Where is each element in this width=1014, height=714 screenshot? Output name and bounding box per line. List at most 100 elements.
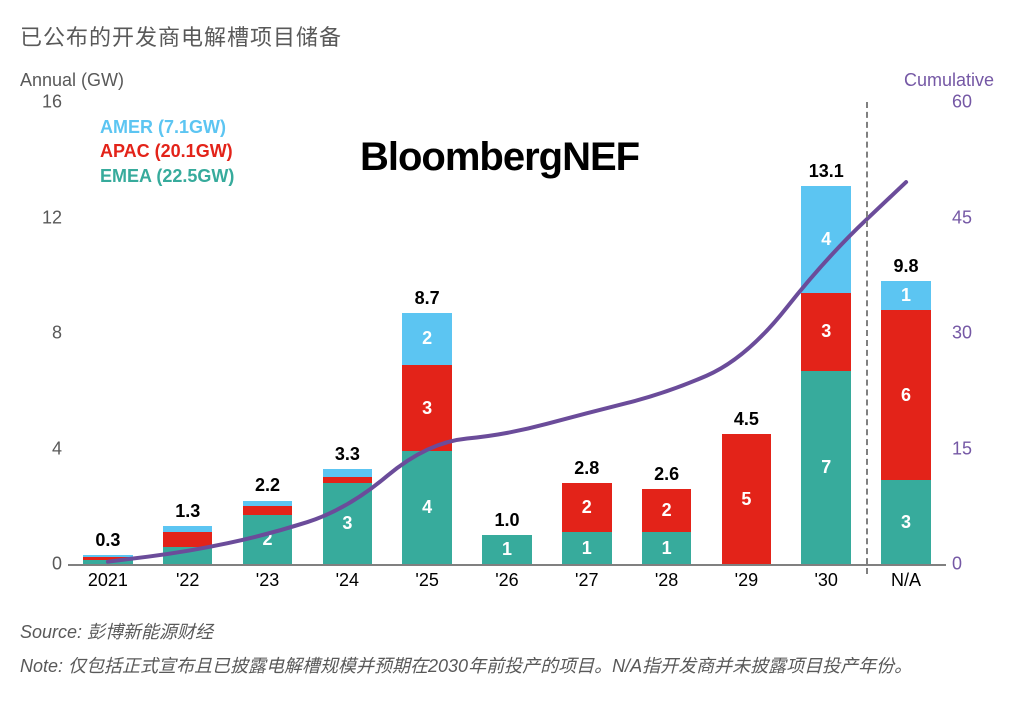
bar-stack: 361 [881, 102, 930, 564]
bar-total-label: 4.5 [707, 409, 787, 430]
x-tick-label: '28 [627, 570, 707, 591]
segment-label: 3 [801, 293, 850, 371]
chart-title: 已公布的开发商电解槽项目储备 [20, 20, 994, 52]
segment-label: 1 [562, 532, 611, 564]
bar-total-label: 0.3 [68, 530, 148, 551]
bar-segment-amer: 4 [801, 186, 850, 293]
segment-label: 2 [243, 515, 292, 564]
x-tick-label: '29 [707, 570, 787, 591]
bar-slot: 122.8'27 [547, 102, 627, 564]
bar-segment-emea: 1 [482, 535, 531, 564]
bar-segment-apac: 2 [642, 489, 691, 532]
x-tick-label: '22 [148, 570, 228, 591]
bar-stack: 3 [323, 102, 372, 564]
bar-segment-apac: 2 [562, 483, 611, 532]
segment-label: 1 [881, 281, 930, 310]
segment-label: 4 [801, 186, 850, 293]
bar-slot: 0.32021 [68, 102, 148, 564]
segment-label: 2 [562, 483, 611, 532]
bar-segment-emea [83, 560, 132, 564]
segment-label: 2 [402, 313, 451, 365]
bar-slot: 22.2'23 [228, 102, 308, 564]
bar-total-label: 8.7 [387, 288, 467, 309]
bar-total-label: 1.3 [148, 501, 228, 522]
bar-slot: 1.3'22 [148, 102, 228, 564]
bar-total-label: 2.2 [228, 475, 308, 496]
bar-segment-amer [83, 555, 132, 556]
x-tick-label: '24 [307, 570, 387, 591]
x-tick-label: '27 [547, 570, 627, 591]
segment-label: 6 [881, 310, 930, 480]
bar-slot: 73413.1'30 [786, 102, 866, 564]
segment-label: 1 [482, 535, 531, 564]
y-tick-left: 0 [28, 554, 62, 575]
bar-segment-apac [243, 506, 292, 515]
bar-stack: 432 [402, 102, 451, 564]
bar-segment-emea: 4 [402, 451, 451, 564]
bar-segment-emea: 3 [323, 483, 372, 564]
bars-container: 0.320211.3'2222.2'2333.3'244328.7'2511.0… [68, 102, 946, 564]
bar-slot: 4328.7'25 [387, 102, 467, 564]
y-tick-right: 45 [952, 207, 986, 228]
bar-segment-apac: 6 [881, 310, 930, 480]
bar-segment-emea: 1 [642, 532, 691, 564]
y-axis-left-title: Annual (GW) [20, 70, 124, 91]
plot-area: 0.320211.3'2222.2'2333.3'244328.7'2511.0… [68, 102, 946, 566]
y-tick-left: 16 [28, 92, 62, 113]
bar-segment-apac [323, 477, 372, 483]
segment-label: 5 [722, 434, 771, 564]
bar-segment-emea: 3 [881, 480, 930, 564]
bar-segment-apac: 3 [402, 365, 451, 452]
bar-total-label: 13.1 [786, 161, 866, 182]
bar-segment-apac [163, 532, 212, 546]
bar-segment-emea: 1 [562, 532, 611, 564]
y-axis-right-title: Cumulative [904, 70, 994, 91]
segment-label: 3 [881, 480, 930, 564]
bar-segment-amer: 1 [881, 281, 930, 310]
bar-stack: 12 [562, 102, 611, 564]
segment-label: 3 [323, 483, 372, 564]
bar-segment-amer [323, 469, 372, 478]
y-tick-left: 12 [28, 207, 62, 228]
bar-segment-apac [83, 557, 132, 560]
bar-segment-amer: 2 [402, 313, 451, 365]
bar-slot: 11.0'26 [467, 102, 547, 564]
y-tick-right: 0 [952, 554, 986, 575]
chart-container: Annual (GW) Cumulative AMER (7.1GW)APAC … [20, 70, 994, 600]
segment-label: 7 [801, 371, 850, 564]
y-tick-right: 30 [952, 323, 986, 344]
x-tick-label: '30 [786, 570, 866, 591]
x-tick-label: N/A [866, 570, 946, 591]
x-tick-label: '26 [467, 570, 547, 591]
bar-stack: 12 [642, 102, 691, 564]
bar-segment-apac: 5 [722, 434, 771, 564]
bar-stack: 5 [722, 102, 771, 564]
segment-label: 4 [402, 451, 451, 564]
bar-segment-emea [163, 547, 212, 564]
note-text: Note: 仅包括正式宣布且已披露电解槽规模并预期在2030年前投产的项目。N/… [20, 654, 994, 679]
bar-segment-amer [243, 501, 292, 507]
bar-segment-emea: 7 [801, 371, 850, 564]
segment-label: 2 [642, 489, 691, 532]
bar-stack: 1 [482, 102, 531, 564]
bar-total-label: 9.8 [866, 256, 946, 277]
segment-label: 3 [402, 365, 451, 452]
bar-slot: 54.5'29 [707, 102, 787, 564]
x-tick-label: '23 [228, 570, 308, 591]
source-text: Source: 彭博新能源财经 [20, 618, 994, 644]
bar-segment-amer [163, 526, 212, 532]
bar-total-label: 1.0 [467, 510, 547, 531]
page: 已公布的开发商电解槽项目储备 Annual (GW) Cumulative AM… [0, 0, 1014, 714]
bar-segment-emea: 2 [243, 515, 292, 564]
segment-label: 1 [642, 532, 691, 564]
bar-stack [163, 102, 212, 564]
x-tick-label: '25 [387, 570, 467, 591]
x-tick-label: 2021 [68, 570, 148, 591]
divider-line [866, 102, 868, 574]
bar-total-label: 2.6 [627, 464, 707, 485]
bar-total-label: 2.8 [547, 458, 627, 479]
y-tick-left: 4 [28, 438, 62, 459]
bar-total-label: 3.3 [307, 444, 387, 465]
bar-slot: 33.3'24 [307, 102, 387, 564]
bar-stack [83, 102, 132, 564]
